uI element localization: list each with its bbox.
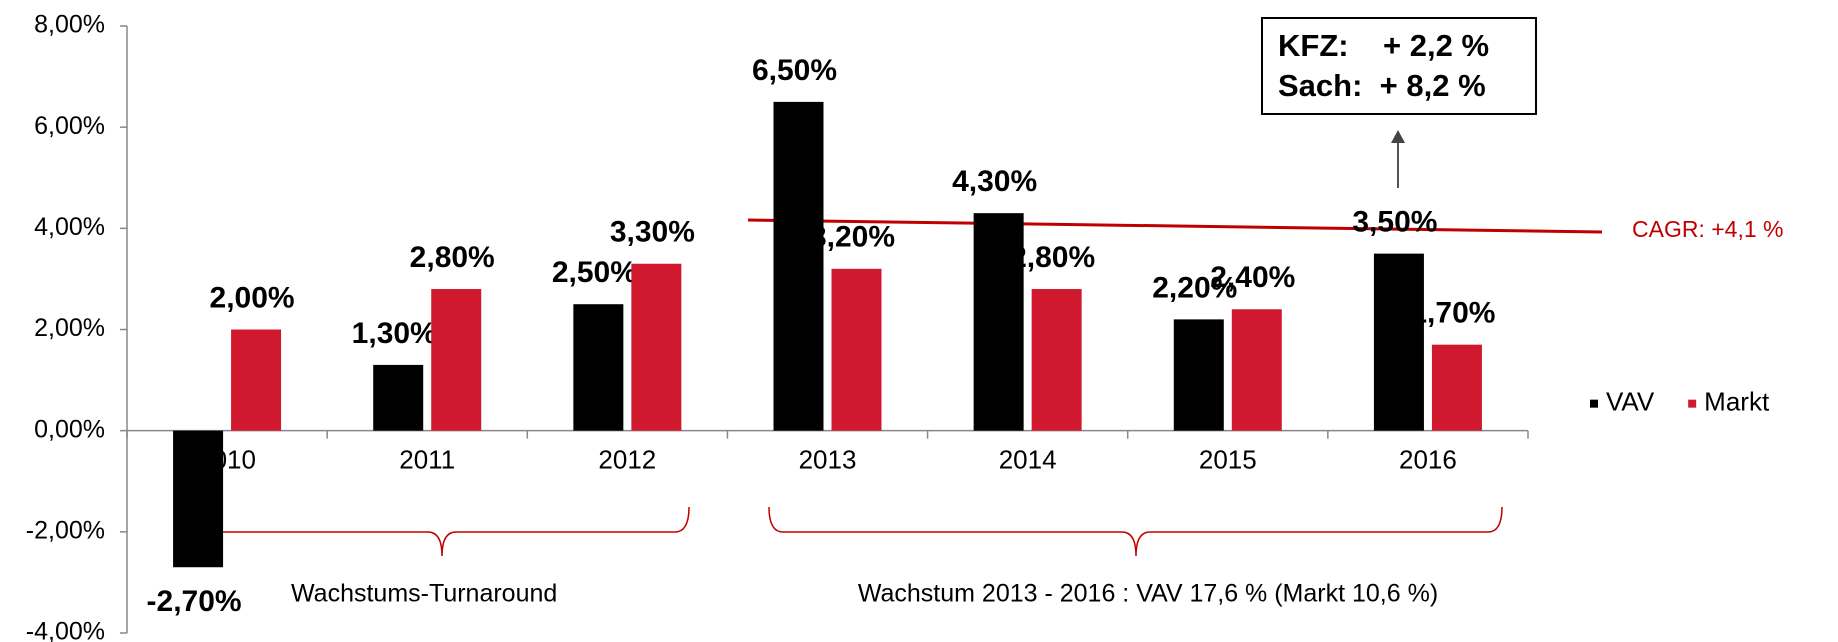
value-label: 2,80% — [410, 241, 495, 274]
brace-label: Wachstum 2013 - 2016 : VAV 17,6 % (Markt… — [858, 580, 1438, 608]
x-tick-label: 2013 — [799, 445, 857, 475]
value-label: 3,50% — [1352, 206, 1437, 239]
legend-swatch — [1590, 399, 1598, 408]
bar — [431, 289, 482, 431]
cagr-line — [747, 218, 1603, 234]
value-label: 4,30% — [952, 165, 1037, 198]
legend-swatch — [1688, 399, 1697, 408]
value-label: 2,00% — [210, 281, 295, 314]
note-line: KFZ: + 2,2 % — [1278, 28, 1489, 63]
y-tick-label: 8,00% — [34, 11, 105, 39]
y-tick-label: 0,00% — [34, 415, 105, 443]
bar — [231, 329, 282, 431]
value-label: 6,50% — [752, 54, 837, 87]
note-box — [1261, 17, 1537, 115]
brace — [768, 506, 1503, 557]
y-tick-label: 4,00% — [34, 213, 105, 241]
x-tick-label: 2011 — [399, 445, 455, 475]
value-label: 2,20% — [1152, 271, 1237, 304]
x-tick-label: 2015 — [1199, 445, 1257, 475]
x-tick-label: 2016 — [1399, 445, 1457, 475]
brace-label: Wachstums-Turnaround — [291, 580, 557, 608]
x-tick-label: 2012 — [598, 445, 656, 475]
legend-label: Markt — [1704, 387, 1770, 417]
value-label: 1,70% — [1410, 297, 1495, 330]
note-line: Sach: + 8,2 % — [1278, 68, 1486, 103]
value-label: 2,80% — [1010, 241, 1095, 274]
bar — [1231, 309, 1282, 431]
x-tick-label: 2014 — [999, 445, 1057, 475]
value-label: 2,40% — [1210, 261, 1295, 294]
legend-label: VAV — [1606, 387, 1655, 417]
arrow-head — [1391, 130, 1405, 143]
bar — [373, 364, 424, 431]
bar — [1031, 289, 1082, 431]
bar — [773, 101, 824, 431]
bar — [573, 304, 624, 431]
bar — [1431, 344, 1482, 431]
y-tick-label: -2,00% — [26, 516, 105, 544]
value-label: 3,20% — [810, 221, 895, 254]
bar — [631, 263, 682, 431]
value-label: 2,50% — [552, 256, 637, 289]
y-tick-label: -4,00% — [26, 618, 105, 642]
bar — [1173, 319, 1224, 431]
y-tick-label: 6,00% — [34, 112, 105, 140]
bar — [831, 268, 882, 431]
bar — [173, 430, 224, 568]
value-label: -2,70% — [147, 585, 242, 618]
y-tick-label: 2,00% — [34, 314, 105, 342]
bar — [1373, 253, 1424, 431]
bar — [973, 213, 1024, 431]
cagr-label: CAGR: +4,1 % — [1632, 216, 1783, 242]
brace — [195, 506, 690, 557]
value-label: 3,30% — [610, 216, 695, 249]
value-label: 1,30% — [352, 317, 437, 350]
